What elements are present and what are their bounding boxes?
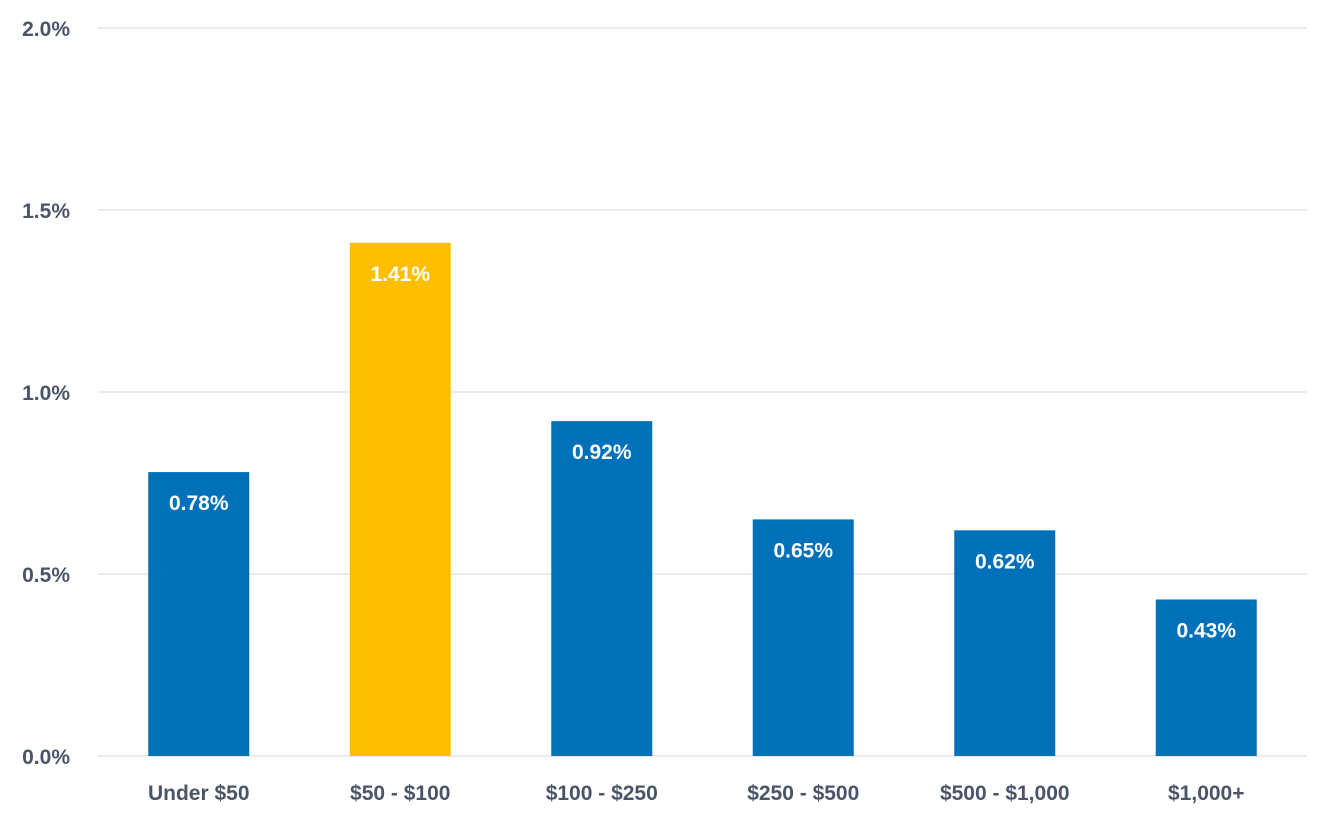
bar-value-label: 0.62%	[975, 550, 1035, 573]
bar-value-label: 0.92%	[572, 441, 632, 464]
bar-value-label: 0.43%	[1176, 619, 1236, 642]
bar	[1155, 599, 1257, 756]
data-labels: 0.78% 1.41% 0.92% 0.65% 0.62% 0.43%	[169, 263, 1236, 643]
bar-value-label: 1.41%	[370, 263, 430, 286]
y-tick-label: 1.5%	[22, 200, 70, 223]
y-tick-label: 2.0%	[22, 18, 70, 41]
x-tick-label: $1,000+	[1168, 782, 1245, 805]
x-tick-label: $250 - $500	[747, 782, 859, 805]
bar	[349, 242, 451, 756]
x-tick-label: $500 - $1,000	[940, 782, 1070, 805]
bar-value-label: 0.65%	[773, 539, 833, 562]
y-tick-label: 0.0%	[22, 746, 70, 769]
bar	[752, 519, 854, 756]
bar	[148, 472, 250, 756]
x-tick-label: Under $50	[148, 782, 250, 805]
x-tick-label: $100 - $250	[546, 782, 658, 805]
y-axis-ticks: 0.0% 0.5% 1.0% 1.5% 2.0%	[22, 18, 70, 769]
x-tick-label: $50 - $100	[350, 782, 450, 805]
bar-value-label: 0.78%	[169, 492, 229, 515]
bar	[954, 530, 1056, 756]
bar	[551, 421, 653, 756]
y-tick-label: 0.5%	[22, 564, 70, 587]
gridlines	[98, 27, 1307, 757]
y-tick-label: 1.0%	[22, 382, 70, 405]
x-axis-ticks: Under $50 $50 - $100 $100 - $250 $250 - $50…	[148, 782, 1245, 805]
bars	[148, 242, 1257, 756]
